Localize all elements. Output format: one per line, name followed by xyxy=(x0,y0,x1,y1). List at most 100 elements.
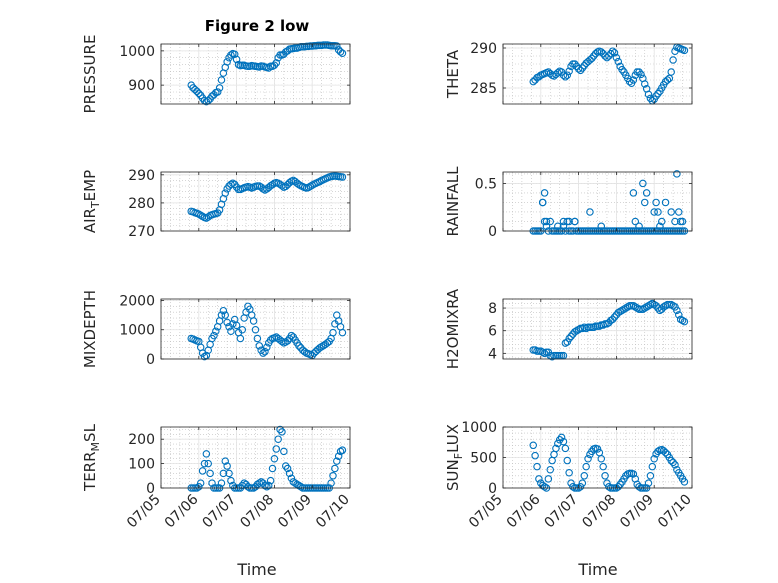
y-axis-label: MIXDEPTH xyxy=(81,290,99,368)
data-point xyxy=(603,53,611,62)
data-point xyxy=(198,467,207,475)
data-point xyxy=(230,50,239,59)
y-tick-label: 4 xyxy=(488,346,497,362)
y-axis-label: H2OMIXRA xyxy=(444,288,462,369)
data-point xyxy=(644,479,653,487)
subplot-sun-flux: 0 500 1000SUNFLUX07/0507/0607/0707/0807/09… xyxy=(444,420,695,531)
data-point xyxy=(675,208,683,216)
y-tick-label: 8 xyxy=(488,301,497,317)
data-point xyxy=(535,73,543,81)
data-point xyxy=(676,315,685,324)
data-point xyxy=(561,444,570,453)
data-point xyxy=(669,302,677,310)
data-point xyxy=(221,311,230,319)
data-point xyxy=(654,208,662,216)
data-point xyxy=(261,347,269,356)
data-point xyxy=(576,483,585,491)
data-point xyxy=(667,456,675,465)
x-tick-label: 07/06 xyxy=(504,491,544,531)
data-point xyxy=(642,189,651,197)
data-point xyxy=(552,444,560,453)
data-point xyxy=(227,51,235,59)
x-tick-label: 07/05 xyxy=(466,492,506,532)
subplot-h2omixra: 4 6 8 H2OMIXRA xyxy=(444,288,693,369)
data-point xyxy=(204,459,213,468)
data-point xyxy=(529,77,537,86)
axes-box xyxy=(160,43,351,105)
data-point xyxy=(289,478,298,486)
data-point xyxy=(640,198,649,207)
data-point xyxy=(200,459,209,468)
data-point xyxy=(261,481,269,490)
data-point xyxy=(559,217,568,226)
data-point xyxy=(648,462,657,471)
data-point xyxy=(278,428,286,436)
data-point xyxy=(196,479,205,487)
subplot-air-temp: 270 280 290 AIRTEMP xyxy=(81,168,351,240)
data-point xyxy=(582,324,590,333)
data-point xyxy=(557,433,566,442)
data-point xyxy=(266,476,275,485)
y-tick-label: 200 xyxy=(128,432,155,448)
series-markers xyxy=(529,299,689,361)
data-point xyxy=(588,54,596,63)
y-axis-label: PRESSURE xyxy=(81,35,99,114)
series-markers xyxy=(187,41,347,106)
data-point xyxy=(654,447,662,456)
data-point xyxy=(538,198,547,207)
data-point xyxy=(563,456,572,465)
data-point xyxy=(548,352,556,361)
data-point xyxy=(215,84,224,92)
data-point xyxy=(333,42,341,50)
data-point xyxy=(612,53,621,62)
data-point xyxy=(336,447,345,456)
x-tick-label: 07/09 xyxy=(275,492,315,532)
data-point xyxy=(610,313,619,321)
data-point xyxy=(212,327,220,335)
data-point xyxy=(217,479,226,487)
data-point xyxy=(667,300,675,309)
data-point xyxy=(334,452,343,461)
data-point xyxy=(193,87,201,96)
data-point xyxy=(338,328,347,337)
data-point xyxy=(671,461,679,469)
data-point xyxy=(280,447,288,456)
data-point xyxy=(578,64,587,72)
data-point xyxy=(661,448,670,457)
data-point xyxy=(561,339,570,347)
data-point xyxy=(678,217,687,226)
data-point xyxy=(565,468,573,477)
data-point xyxy=(531,451,539,460)
data-point xyxy=(227,476,235,485)
y-axis-label: AIRTEMP xyxy=(81,170,102,233)
x-tick-label: 07/10 xyxy=(313,492,353,532)
data-point xyxy=(236,334,245,343)
data-point xyxy=(293,480,301,489)
x-axis-label-left: Time xyxy=(236,560,276,579)
data-point xyxy=(580,323,589,332)
data-point xyxy=(219,306,228,315)
data-point xyxy=(229,320,237,328)
data-point xyxy=(213,88,222,96)
subplot-rainfall: 0 0.5 RAINFALL xyxy=(444,166,693,240)
data-point xyxy=(533,462,541,471)
plot-area xyxy=(503,172,692,231)
series-markers xyxy=(529,43,689,105)
data-point xyxy=(656,222,664,230)
data-point xyxy=(648,299,657,308)
data-point xyxy=(618,306,626,315)
data-point xyxy=(263,343,271,352)
data-point xyxy=(559,222,568,230)
series-markers xyxy=(529,433,689,492)
data-point xyxy=(631,217,640,226)
data-point xyxy=(597,454,606,463)
x-tick-label: 07/05 xyxy=(124,492,164,532)
data-point xyxy=(669,56,677,64)
minor-grid xyxy=(502,44,693,105)
data-point xyxy=(287,331,296,340)
data-point xyxy=(637,70,645,79)
data-point xyxy=(200,352,209,361)
data-point xyxy=(338,446,347,454)
data-point xyxy=(272,59,281,67)
data-point xyxy=(640,304,649,312)
